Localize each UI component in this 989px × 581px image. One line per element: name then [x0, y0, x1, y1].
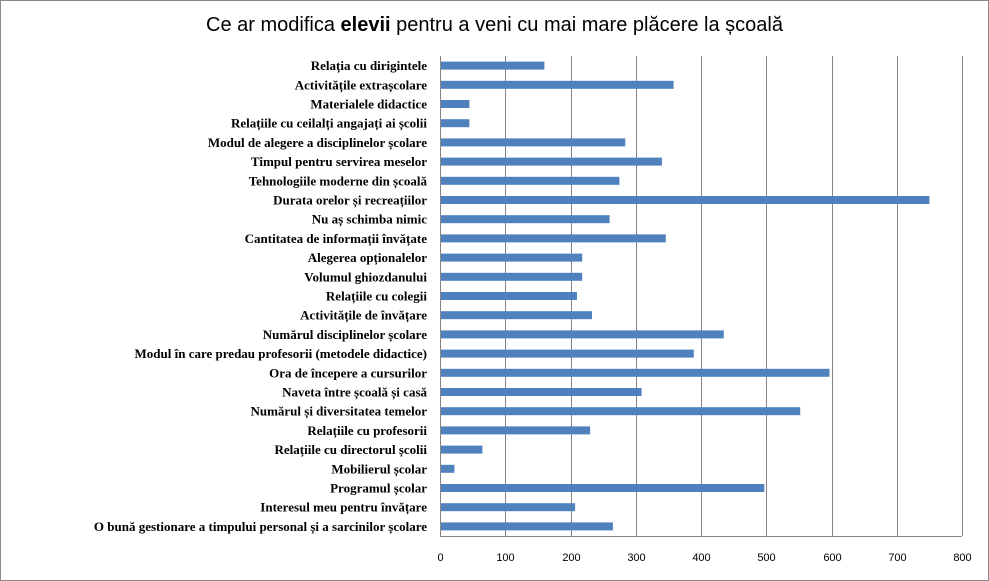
- x-tick-label: 0: [437, 552, 443, 564]
- x-tick-label: 300: [627, 552, 645, 564]
- category-label: Ora de începere a cursurilor: [269, 365, 427, 380]
- bar: [441, 119, 470, 128]
- category-label: Numărul disciplinelor școlare: [263, 327, 427, 343]
- bar: [441, 311, 592, 320]
- bar: [441, 196, 930, 204]
- category-label: Relațiile cu ceilalți angajați ai școlii: [231, 116, 427, 132]
- bar: [441, 388, 642, 396]
- x-tick-label: 400: [692, 552, 710, 564]
- bar: [441, 215, 610, 224]
- bar: [441, 349, 694, 358]
- bar: [441, 234, 666, 243]
- bar: [441, 272, 583, 281]
- category-label: Mobilierul școlar: [331, 461, 427, 477]
- category-label: Relația cu dirigintele: [311, 58, 427, 74]
- bar: [441, 445, 483, 454]
- bar: [441, 484, 765, 492]
- category-label: Numărul și diversitatea temelor: [250, 404, 427, 420]
- category-label: Relațiile cu colegii: [326, 289, 427, 305]
- chart-title-bold: elevii: [340, 14, 391, 36]
- bar: [441, 80, 674, 89]
- bar: [441, 176, 620, 185]
- bar: [441, 330, 724, 339]
- category-label: Interesul meu pentru învățare: [260, 500, 427, 516]
- category-label: Durata orelor și recreațiilor: [273, 193, 427, 209]
- chart-title-part-2: pentru a veni cu mai mare plăcere la șco…: [390, 14, 783, 36]
- bar: [441, 61, 545, 70]
- category-label: Tehnologiile moderne din școală: [249, 173, 428, 189]
- x-tick-label: 500: [757, 552, 775, 564]
- bar: [441, 464, 455, 473]
- x-tick-label: 200: [562, 552, 580, 564]
- bar: [441, 253, 583, 262]
- bar: [441, 426, 591, 435]
- x-tick-label: 800: [953, 552, 971, 564]
- category-label: Programul școlar: [330, 481, 427, 497]
- category-label: Modul de alegere a disciplinelor școlare: [208, 135, 427, 151]
- bar: [441, 522, 613, 531]
- bar: [441, 407, 801, 416]
- x-tick-label: 700: [888, 552, 906, 564]
- category-label: Activitățile de învățare: [300, 308, 427, 324]
- category-label: Activitățile extrașcolare: [295, 77, 427, 93]
- category-label: Volumul ghiozdanului: [304, 269, 427, 284]
- bar: [441, 138, 626, 147]
- bar: [441, 157, 662, 166]
- x-tick-label: 600: [823, 552, 841, 564]
- bar: [441, 292, 577, 300]
- category-label: Relațiile cu profesorii: [307, 423, 427, 439]
- category-label: Materialele didactice: [310, 97, 427, 112]
- chart-title: Ce ar modifica elevii pentru a veni cu m…: [0, 14, 989, 37]
- category-label: Naveta între școală și casă: [282, 385, 427, 401]
- x-tick-label: 100: [496, 552, 514, 564]
- bar: [441, 100, 470, 108]
- category-label: Cantitatea de informații învățate: [245, 231, 428, 247]
- category-label: Relațiile cu directorul școlii: [275, 442, 428, 458]
- category-label: Nu aș schimba nimic: [312, 212, 427, 228]
- bar: [441, 503, 576, 512]
- chart-title-part-1: Ce ar modifica: [206, 14, 341, 36]
- category-label: Alegerea opționalelor: [308, 250, 427, 266]
- bar: [441, 368, 830, 377]
- category-label: Timpul pentru servirea meselor: [251, 154, 427, 169]
- category-label: Modul în care predau profesorii (metodel…: [135, 346, 427, 361]
- category-label: O bună gestionare a timpului personal și…: [94, 519, 427, 535]
